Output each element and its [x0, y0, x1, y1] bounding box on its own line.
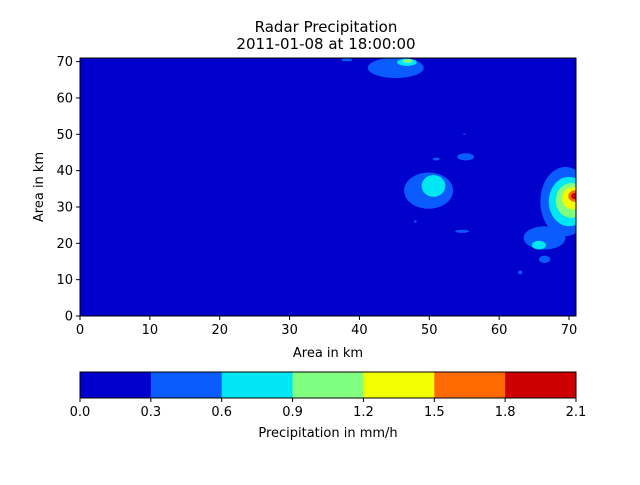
y-tick-label: 30	[56, 200, 73, 215]
x-tick-label: 40	[351, 323, 368, 338]
precipitation-cell-8	[455, 229, 470, 233]
colorbar-segment-6	[505, 372, 577, 398]
colorbar-segments	[80, 372, 577, 398]
colorbar-tick-label: 0.9	[282, 405, 303, 420]
colorbar-segment-0	[80, 372, 152, 398]
colorbar-tick-label: 0.0	[70, 405, 91, 420]
precipitation-cell-6	[457, 153, 475, 161]
precipitation-cell-20	[571, 192, 576, 200]
colorbar-tick-label: 1.5	[424, 405, 445, 420]
precipitation-cell-12	[531, 240, 546, 250]
colorbar-segment-4	[363, 372, 435, 398]
colorbar: 0.0 0.3 0.6 0.9 1.2 1.5 1.8 2.1 Precipitation i…	[70, 371, 587, 441]
y-tick-label: 20	[56, 237, 73, 252]
colorbar-segment-1	[150, 372, 223, 398]
y-tick-label: 0	[65, 310, 73, 325]
x-axis-label: Area in km	[293, 346, 363, 361]
plot-area	[79, 57, 577, 317]
colorbar-ticks: 0.0 0.3 0.6 0.9 1.2 1.5 1.8 2.1	[70, 398, 587, 420]
precipitation-cell-10	[413, 220, 417, 223]
x-tick-label: 10	[142, 323, 159, 338]
colorbar-tick-label: 2.1	[566, 405, 587, 420]
colorbar-label: Precipitation in mm/h	[258, 426, 397, 441]
colorbar-segment-3	[292, 372, 364, 398]
x-tick-label: 60	[491, 323, 508, 338]
x-tick-label: 20	[211, 323, 228, 338]
precipitation-cell-9	[462, 133, 466, 136]
colorbar-tick-label: 1.2	[353, 405, 374, 420]
colorbar-segment-2	[221, 372, 294, 398]
x-tick-label: 50	[421, 323, 438, 338]
colorbar-tick-label: 1.8	[495, 405, 516, 420]
y-axis-ticks: 0 10 20 30 40 50 60 70	[56, 55, 80, 325]
x-axis-ticks: 0 10 20 30 40 50 60 70	[76, 316, 577, 338]
precipitation-cell-2	[402, 59, 413, 63]
y-tick-label: 40	[56, 164, 73, 179]
y-tick-label: 60	[56, 91, 73, 106]
chart-title: Radar Precipitation	[255, 18, 398, 36]
y-tick-label: 50	[56, 128, 73, 143]
precipitation-cell-7	[432, 157, 440, 161]
precipitation-cells	[341, 58, 576, 275]
colorbar-tick-label: 0.3	[141, 405, 162, 420]
y-tick-label: 70	[56, 55, 73, 70]
precipitation-cell-14	[518, 270, 523, 275]
chart-subtitle: 2011-01-08 at 18:00:00	[236, 35, 415, 53]
colorbar-frame	[79, 371, 577, 399]
colorbar-segment-5	[434, 372, 506, 398]
precipitation-cell-3	[341, 58, 353, 62]
colorbar-tick-label: 0.6	[211, 405, 232, 420]
plot-background	[80, 58, 576, 316]
x-tick-label: 0	[76, 323, 84, 338]
precipitation-cell-13	[538, 255, 551, 263]
x-tick-label: 30	[281, 323, 298, 338]
y-tick-label: 10	[56, 273, 73, 288]
precipitation-cell-5	[421, 175, 446, 197]
plot-frame	[79, 57, 577, 317]
y-axis-label: Area in km	[32, 152, 47, 222]
x-tick-label: 70	[561, 323, 578, 338]
